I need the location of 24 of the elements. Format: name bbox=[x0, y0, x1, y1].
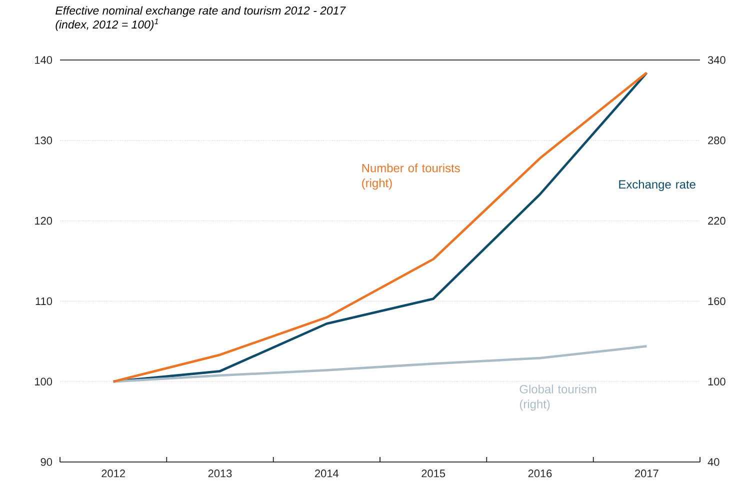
text: Exchange rate bbox=[619, 180, 696, 191]
y-tick-label: 110 bbox=[36, 297, 52, 306]
y2-tick-label: 100 bbox=[708, 378, 726, 386]
y-tick-label: 90 bbox=[40, 458, 52, 466]
chart-title: Effective nominal exchange rate and tourism 2012 - 2017 bbox=[56, 6, 346, 17]
y2-tick-label: 340 bbox=[708, 56, 726, 64]
x-tick-label: 2012 bbox=[102, 470, 125, 478]
y-tick-label: 120 bbox=[35, 216, 52, 225]
line-series bbox=[112, 345, 648, 383]
x-tick-label: 2014 bbox=[315, 470, 339, 478]
y-tick-label: 100 bbox=[35, 378, 52, 386]
y2-tick-label: 40 bbox=[708, 458, 720, 466]
y2-tick-label: 160 bbox=[708, 297, 726, 306]
y2-tick-label: 280 bbox=[708, 136, 726, 144]
chart-subtitle: (index, 2012 = 100)$^{1}$ bbox=[56, 18, 158, 31]
y2-tick-label: 220 bbox=[708, 216, 726, 225]
x-tick-label: 2016 bbox=[528, 470, 552, 478]
x-tick-label: 2017 bbox=[635, 470, 658, 478]
y-tick-label: 140 bbox=[35, 56, 52, 64]
text: Global tourism (right) bbox=[520, 384, 596, 411]
x-tick-label: 2015 bbox=[422, 470, 446, 478]
text: Number of tourists (right) bbox=[362, 164, 460, 190]
y-tick-label: 130 bbox=[35, 136, 52, 144]
x-tick-label: 2013 bbox=[208, 470, 232, 478]
